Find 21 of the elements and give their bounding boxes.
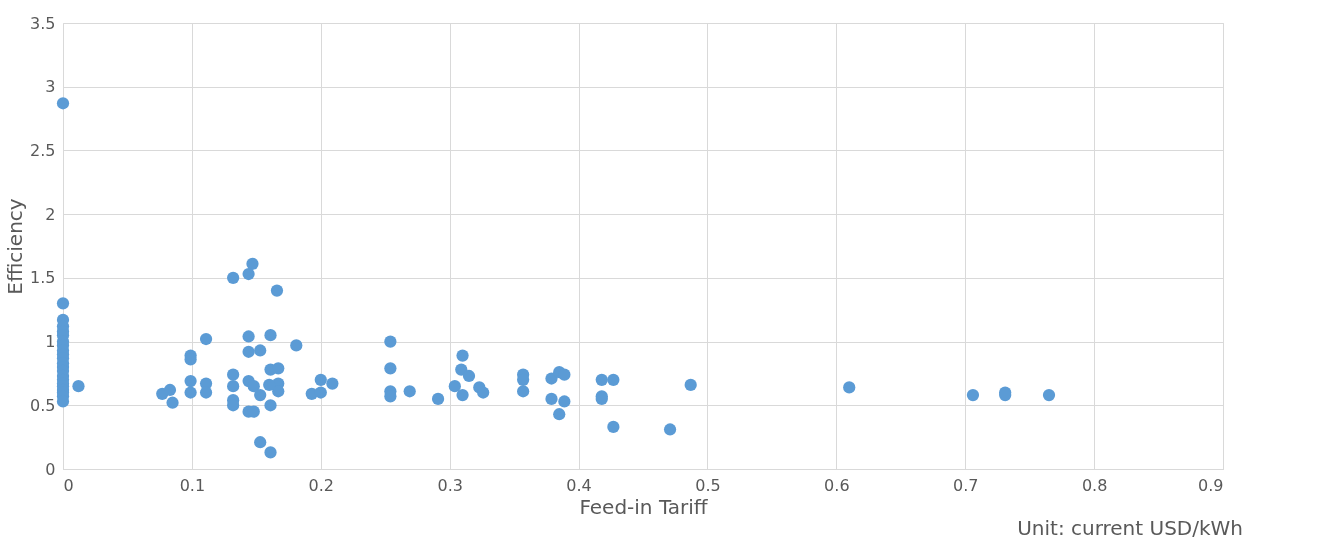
y-tick-label: 2 [45,204,56,224]
x-tick-label: 0.9 [1198,475,1224,495]
x-tick-label: 0.7 [953,475,979,495]
x-tick-label: 0 [63,475,74,495]
x-tick-label: 0.4 [566,475,592,495]
x-tick-label: 0.8 [1081,475,1108,495]
y-axis-title: Efficiency [3,198,28,295]
x-tick-label: 0.6 [824,475,850,495]
y-tick-label: 3.5 [30,13,56,33]
y-tick-label: 0.5 [30,395,56,415]
x-tick-label: 0.5 [695,475,721,495]
y-tick-label: 1.5 [30,268,56,288]
y-tick-label: 2.5 [30,140,56,160]
y-tick-label: 1 [45,332,56,352]
y-tick-label: 3 [45,77,56,97]
y-tick-label: 0 [45,459,56,479]
x-tick-label: 0.3 [437,475,463,495]
x-tick-label: 0.1 [179,475,206,495]
text: Unit: current USD/kWh [1017,516,1243,540]
x-tick-label: 0.2 [308,475,334,495]
x-axis-title: Feed-in Tariff [579,494,709,519]
